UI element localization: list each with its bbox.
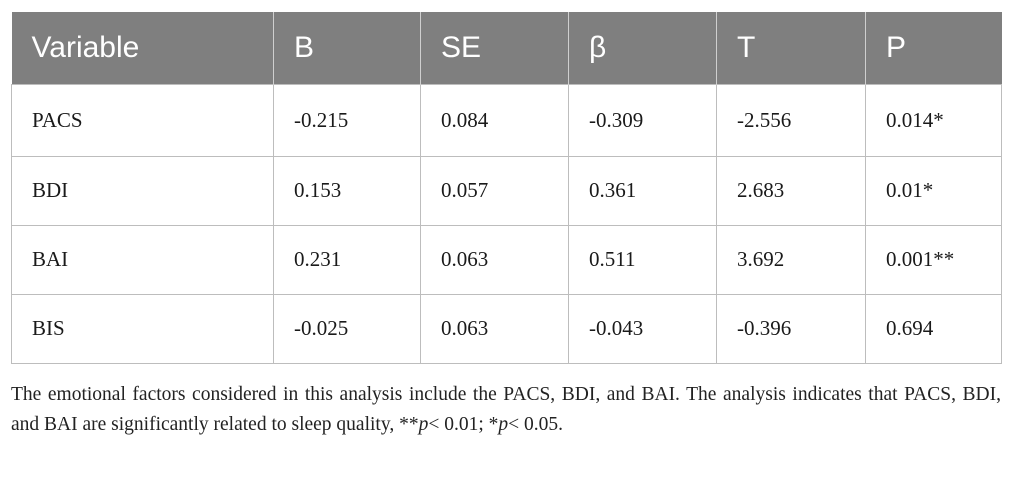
- cell-beta: -0.043: [568, 293, 717, 364]
- header-t: T: [716, 12, 866, 84]
- header-beta: β: [568, 12, 717, 84]
- cell-p: 0.01*: [865, 155, 1002, 226]
- cell-se: 0.084: [420, 83, 569, 157]
- cell-t: 3.692: [716, 224, 866, 295]
- table-footnote: The emotional factors considered in this…: [11, 380, 1001, 440]
- cell-b: -0.215: [273, 83, 421, 157]
- table-row: PACS -0.215 0.084 -0.309 -2.556 0.014*: [11, 83, 1002, 157]
- cell-t: -0.396: [716, 293, 866, 364]
- cell-se: 0.057: [420, 155, 569, 226]
- regression-table: Variable B SE β T P PACS -0.215 0.084 -0…: [11, 12, 1002, 364]
- cell-b: 0.231: [273, 224, 421, 295]
- table-row: BIS -0.025 0.063 -0.043 -0.396 0.694: [11, 293, 1002, 364]
- cell-variable: BAI: [11, 224, 274, 295]
- cell-beta: -0.309: [568, 83, 717, 157]
- cell-variable: PACS: [11, 83, 274, 157]
- cell-se: 0.063: [420, 293, 569, 364]
- header-variable: Variable: [11, 12, 274, 84]
- cell-b: -0.025: [273, 293, 421, 364]
- cell-p: 0.001**: [865, 224, 1002, 295]
- table-row: BAI 0.231 0.063 0.511 3.692 0.001**: [11, 224, 1002, 295]
- results-table-container: Variable B SE β T P PACS -0.215 0.084 -0…: [11, 12, 1002, 364]
- cell-beta: 0.361: [568, 155, 717, 226]
- table-row: BDI 0.153 0.057 0.361 2.683 0.01*: [11, 155, 1002, 226]
- footnote-threshold-1: < 0.01; *: [428, 414, 499, 435]
- footnote-threshold-2: < 0.05.: [508, 414, 563, 435]
- footnote-main-text: The emotional factors considered in this…: [11, 384, 1001, 435]
- cell-p: 0.014*: [865, 83, 1002, 157]
- cell-p: 0.694: [865, 293, 1002, 364]
- cell-variable: BDI: [11, 155, 274, 226]
- header-p: P: [865, 12, 1002, 84]
- header-row: Variable B SE β T P: [11, 12, 1002, 84]
- cell-variable: BIS: [11, 293, 274, 364]
- cell-t: -2.556: [716, 83, 866, 157]
- cell-t: 2.683: [716, 155, 866, 226]
- cell-b: 0.153: [273, 155, 421, 226]
- footnote-p-symbol: p: [418, 414, 429, 435]
- header-b: B: [273, 12, 421, 84]
- cell-beta: 0.511: [568, 224, 717, 295]
- header-se: SE: [420, 12, 569, 84]
- table-header: Variable B SE β T P: [11, 12, 1002, 84]
- table-body: PACS -0.215 0.084 -0.309 -2.556 0.014* B…: [11, 83, 1002, 364]
- cell-se: 0.063: [420, 224, 569, 295]
- footnote-p-symbol: p: [498, 414, 509, 435]
